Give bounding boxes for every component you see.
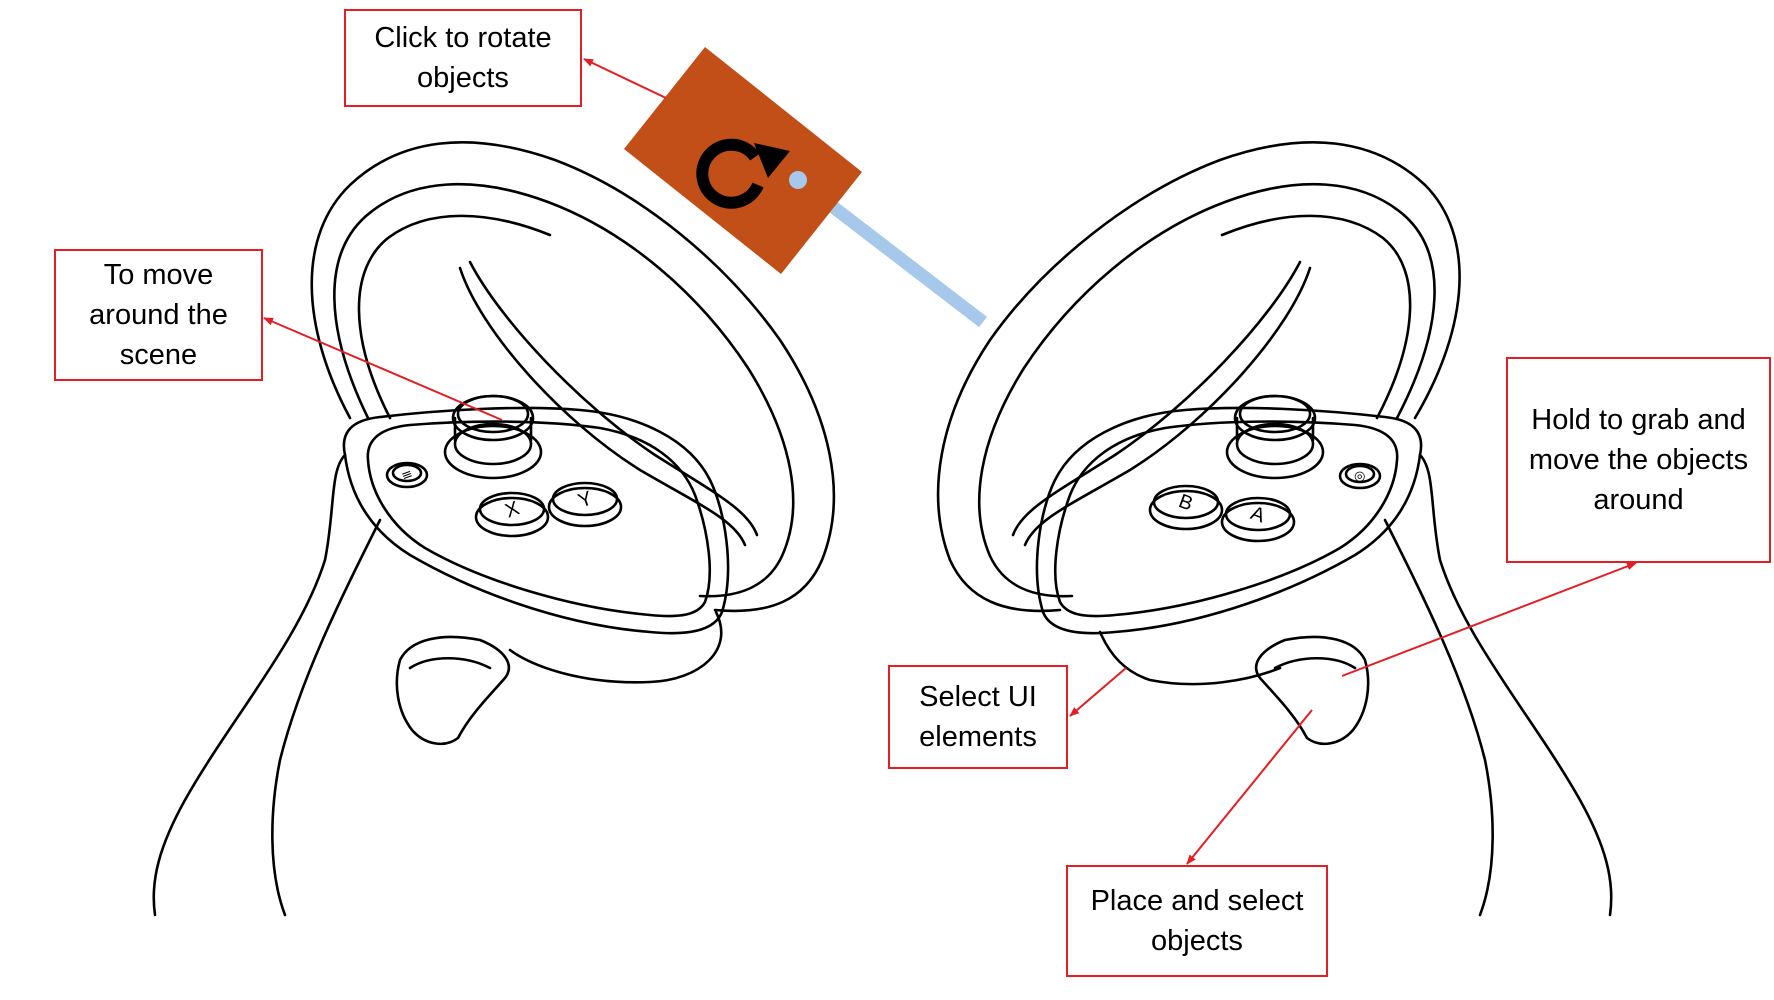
left-menu-glyph: ≡ bbox=[399, 467, 414, 485]
rotate-panel bbox=[624, 47, 862, 274]
left-grip bbox=[152, 453, 347, 917]
right-grip bbox=[1418, 453, 1613, 917]
arrow-rotate bbox=[583, 58, 667, 99]
arrow-move bbox=[263, 317, 503, 421]
right-controller bbox=[936, 141, 1613, 917]
left-trigger bbox=[395, 635, 511, 746]
right-face-plate bbox=[1035, 406, 1423, 635]
callout-place-and-select: Place and select objects bbox=[1066, 865, 1328, 977]
left-button-x-label: X bbox=[502, 497, 522, 522]
arrow-grab bbox=[1341, 562, 1637, 677]
callout-select-ui-elements: Select UI elements bbox=[888, 665, 1068, 769]
right-button-a-label: A bbox=[1248, 502, 1269, 527]
left-tracking-ring-inner bbox=[333, 183, 795, 598]
arrow-select-ui bbox=[1069, 667, 1127, 717]
callout-grab-and-move: Hold to grab and move the objects around bbox=[1506, 357, 1771, 563]
callout-arrows bbox=[263, 58, 1637, 865]
right-tracking-ring bbox=[936, 141, 1461, 613]
left-controller bbox=[152, 141, 836, 917]
callout-move-around-scene: To move around the scene bbox=[54, 249, 263, 381]
right-tracking-ring-inner bbox=[977, 183, 1436, 598]
laser-pointer-dot bbox=[789, 171, 807, 189]
rotate-icon bbox=[696, 138, 790, 209]
arrow-place bbox=[1186, 709, 1313, 865]
left-button-y-label: Y bbox=[575, 487, 595, 512]
right-menu-glyph: ◎ bbox=[1352, 467, 1368, 485]
left-face-plate bbox=[342, 406, 730, 635]
callout-rotate-objects: Click to rotate objects bbox=[344, 9, 582, 107]
right-button-b-label: B bbox=[1176, 490, 1196, 515]
left-tracking-ring bbox=[310, 141, 836, 613]
right-trigger bbox=[1254, 635, 1370, 746]
